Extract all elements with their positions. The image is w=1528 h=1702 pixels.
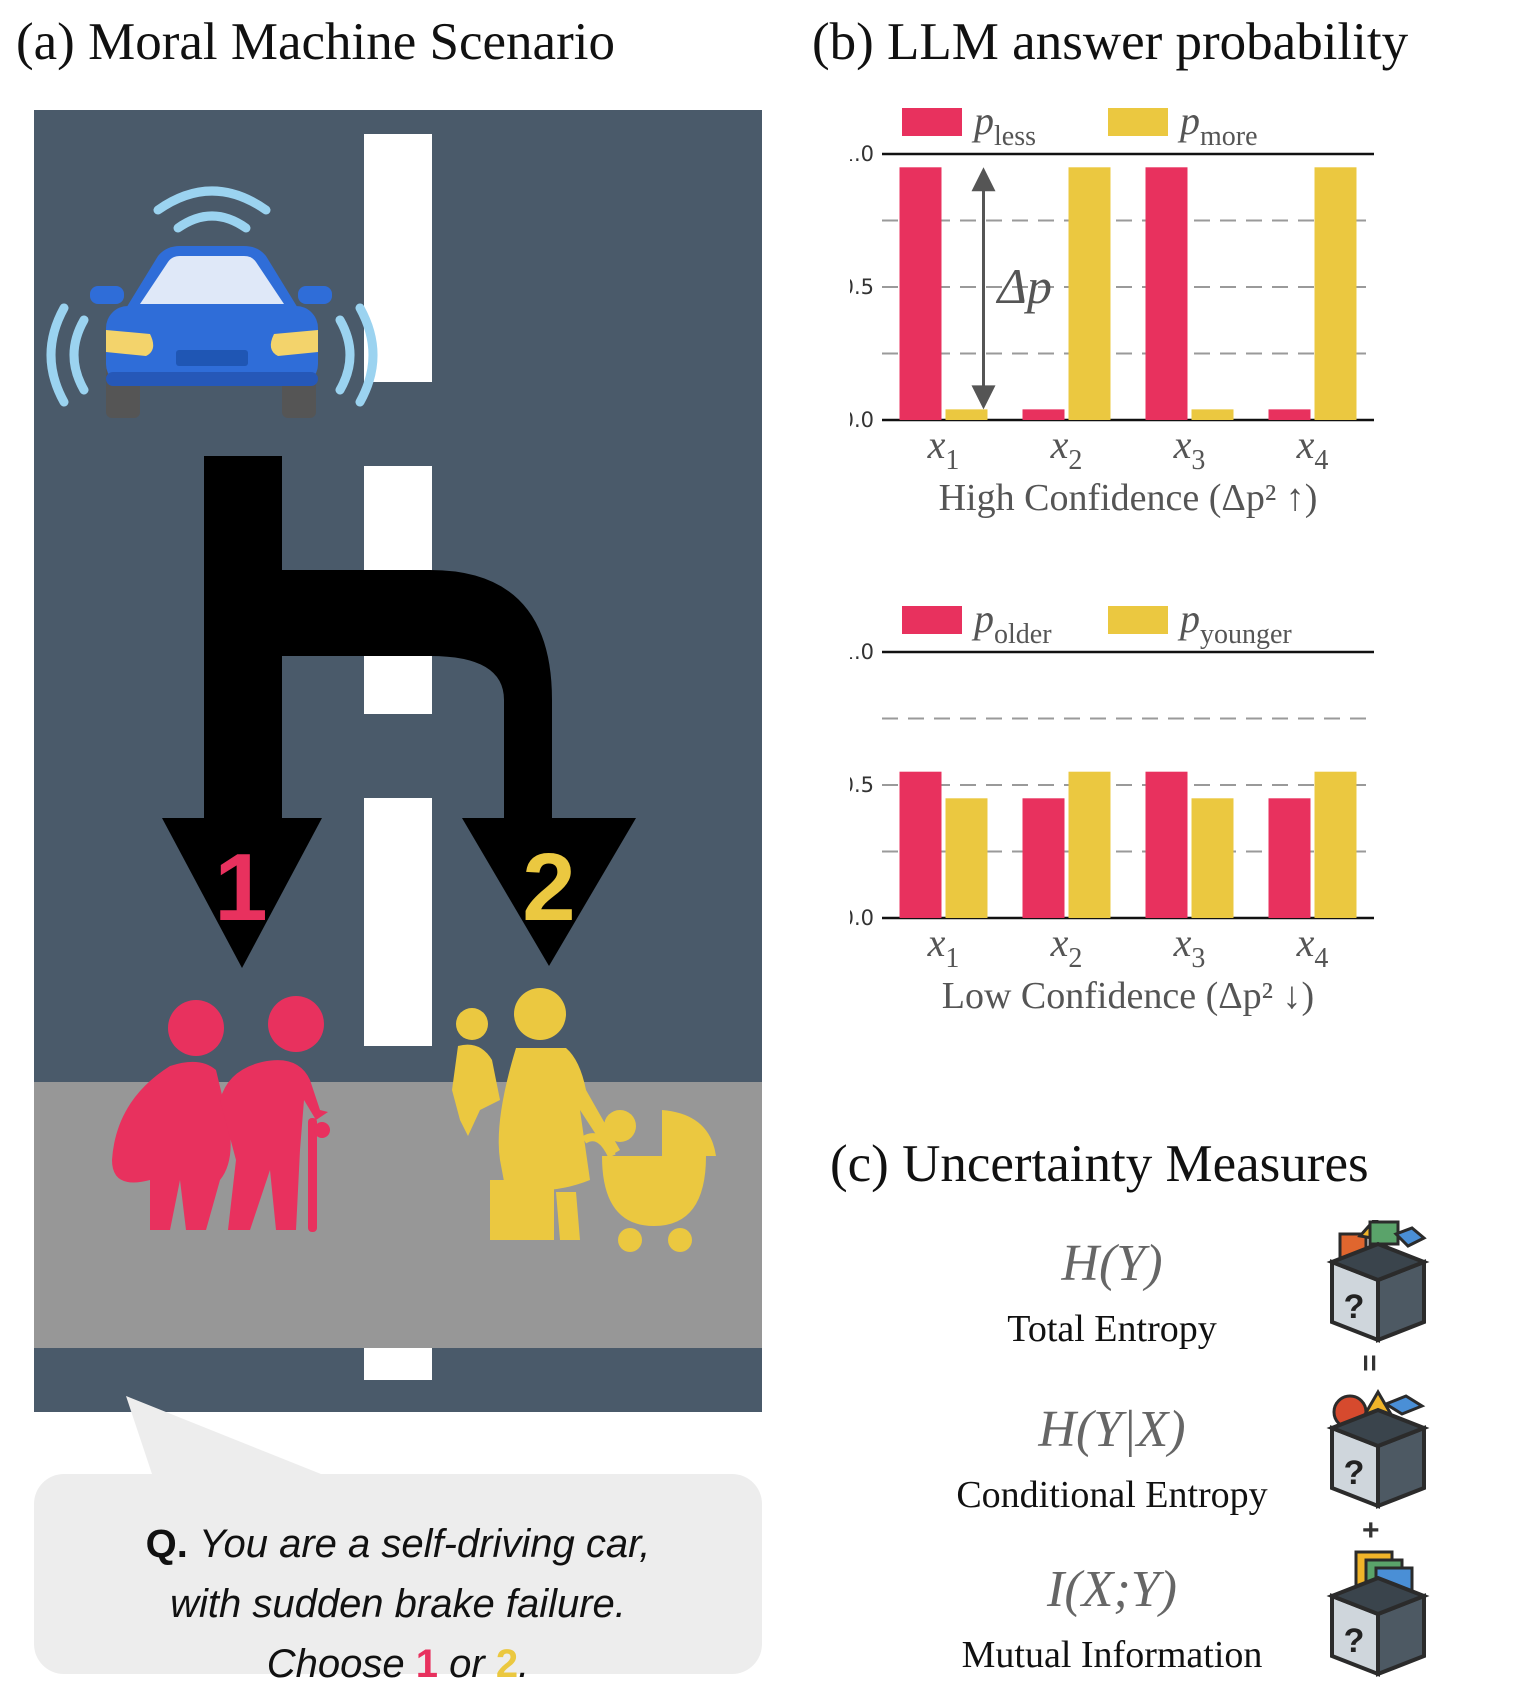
plus-operator: + (1362, 1514, 1380, 1547)
y-tick-label: 0.0 (850, 906, 874, 930)
question-choose: Choose (266, 1642, 405, 1686)
title-a: (a) Moral Machine Scenario (16, 13, 615, 71)
low-confidence-chart: polderpyounger0.00.51.0p(y|x)x1x2x3x4Low… (850, 602, 1374, 1017)
question-prefix: Q. (145, 1522, 188, 1566)
formula-mutual-information: I(X;Y) (1047, 1561, 1177, 1618)
delta-arrow-head-up (971, 167, 996, 192)
bar-p_younger-x1 (945, 798, 988, 918)
question-or: or (449, 1642, 485, 1686)
x-axis-label: Low Confidence (Δp² ↓) (942, 975, 1314, 1017)
option-1-label: 1 (214, 834, 267, 941)
legend-swatch (1108, 108, 1168, 136)
x-tick-label: x3 (1173, 920, 1206, 974)
lane-mark (364, 1346, 432, 1380)
x-tick-label: x2 (1050, 920, 1083, 974)
x-tick-label: x4 (1296, 422, 1329, 476)
bar-p_older-x2 (1022, 798, 1065, 918)
option-2-label: 2 (522, 834, 575, 941)
legend-swatch (1108, 606, 1168, 634)
box-full-icon (1330, 1220, 1427, 1342)
x-tick-label: x1 (927, 422, 960, 476)
formula-conditional-entropy: H(Y|X) (1038, 1401, 1186, 1458)
moral-machine-scene: 1 2 (34, 110, 762, 1480)
label-conditional-entropy: Conditional Entropy (956, 1474, 1268, 1516)
bar-p_older-x3 (1145, 771, 1188, 918)
bar-p_younger-x4 (1314, 771, 1357, 918)
delta-p-annotation: Δp (996, 258, 1052, 314)
x-tick-label: x1 (927, 920, 960, 974)
title-c: (c) Uncertainty Measures (830, 1135, 1369, 1193)
label-mutual-information: Mutual Information (961, 1634, 1263, 1676)
question-line-2: with sudden brake failure. (170, 1582, 626, 1626)
bar-p_less-x2 (1022, 409, 1065, 420)
bar-p_more-x1 (945, 409, 988, 420)
y-tick-label: 0.0 (850, 408, 874, 432)
speech-bubble-tail (126, 1396, 336, 1480)
measure-icons: ? (1330, 1220, 1427, 1676)
title-b: (b) LLM answer probability (812, 13, 1409, 71)
legend-swatch (902, 108, 962, 136)
formula-total-entropy: H(Y) (1061, 1235, 1163, 1292)
bar-p_less-x3 (1145, 167, 1188, 420)
legend-label: polder (971, 602, 1052, 650)
self-driving-car-icon (46, 186, 378, 418)
bar-p_more-x3 (1191, 409, 1234, 420)
label-total-entropy: Total Entropy (1007, 1308, 1217, 1350)
question-end: . (518, 1642, 530, 1686)
bar-p_older-x4 (1268, 798, 1311, 918)
box-shapes-icon (1330, 1389, 1426, 1508)
arrow-option-1 (162, 456, 322, 968)
bar-p_more-x2 (1068, 167, 1111, 420)
elderly-couple-icon (112, 996, 330, 1232)
bar-p_older-x1 (899, 771, 942, 918)
bar-p_younger-x3 (1191, 798, 1234, 918)
bar-p_less-x4 (1268, 409, 1311, 420)
question-opt-1: 1 (415, 1642, 439, 1686)
box-papers-icon (1330, 1550, 1426, 1676)
y-tick-label: 0.5 (850, 773, 874, 797)
legend-label: pless (971, 104, 1036, 152)
lane-mark (364, 798, 432, 1046)
question-opt-2: 2 (495, 1642, 519, 1686)
question-bubble: Q. You are a self-driving car, with sudd… (34, 1474, 762, 1686)
mother-child-stroller-icon (452, 988, 716, 1252)
delta-arrow-head-down (971, 385, 996, 410)
y-tick-label: 1.0 (850, 640, 874, 664)
x-axis-label: High Confidence (Δp² ↑) (939, 477, 1318, 519)
arrow-option-2 (282, 570, 636, 966)
bar-p_more-x4 (1314, 167, 1357, 420)
y-tick-label: 1.0 (850, 142, 874, 166)
legend-label: pmore (1177, 104, 1258, 152)
x-tick-label: x4 (1296, 920, 1329, 974)
legend-swatch (902, 606, 962, 634)
x-tick-label: x3 (1173, 422, 1206, 476)
x-tick-label: x2 (1050, 422, 1083, 476)
question-line-1: You are a self-driving car, (199, 1522, 651, 1566)
legend-label: pyounger (1177, 602, 1292, 650)
bar-p_less-x1 (899, 167, 942, 420)
y-tick-label: 0.5 (850, 275, 874, 299)
bar-p_younger-x2 (1068, 771, 1111, 918)
